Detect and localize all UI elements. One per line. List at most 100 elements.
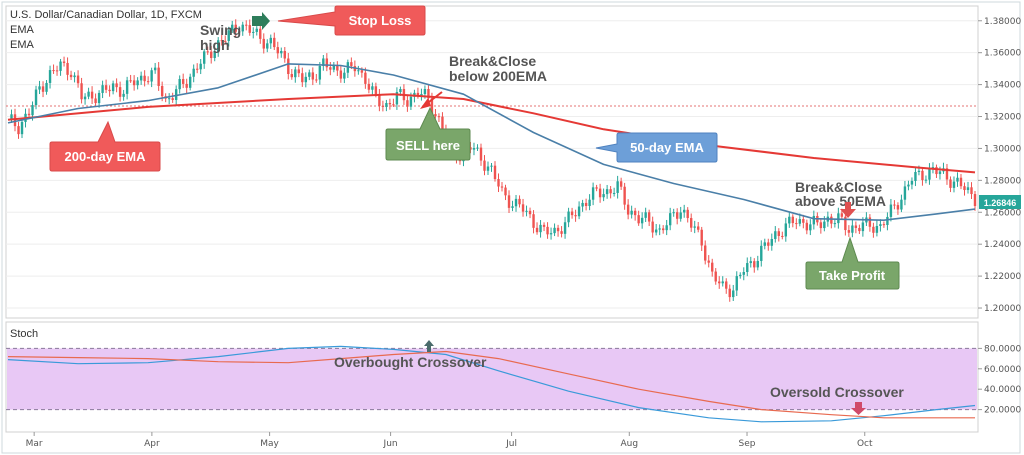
candle-body — [518, 198, 521, 205]
candle-body — [108, 89, 111, 92]
candle-body — [374, 86, 378, 95]
legend-ema-1: EMA — [10, 24, 35, 36]
price-tick-label: 1.26000 — [984, 208, 1021, 218]
candle-body — [970, 187, 973, 195]
candle-body — [269, 37, 272, 44]
candle-body — [199, 63, 202, 70]
candle-body — [718, 281, 721, 284]
candle-body — [746, 263, 749, 273]
candle-body — [896, 205, 900, 210]
take-profit-callout — [805, 236, 900, 290]
candle-body — [966, 187, 970, 191]
candle-body — [357, 70, 360, 72]
candle-body — [332, 65, 336, 70]
candle-body — [38, 86, 41, 90]
candle-body — [20, 121, 24, 135]
x-tick-label: Jul — [505, 439, 517, 449]
candle-body — [416, 92, 420, 96]
candle-body — [118, 87, 122, 97]
candle-body — [430, 98, 434, 115]
sell-here-callout — [385, 106, 471, 161]
candle-body — [472, 148, 476, 150]
candle-body — [504, 187, 507, 196]
stoch-d-line — [7, 350, 975, 419]
candle-body — [837, 213, 840, 224]
price-tick-label: 1.32000 — [984, 113, 1021, 123]
overbought-arrow-icon — [424, 340, 434, 352]
candle-body — [280, 50, 283, 54]
candle-body — [679, 212, 682, 219]
candle-body — [245, 24, 248, 26]
candle-body — [760, 245, 763, 261]
stoch-lines — [7, 345, 976, 423]
candle-body — [132, 80, 136, 86]
candle-body — [914, 172, 917, 181]
candle-body — [539, 224, 542, 233]
candle-body — [423, 89, 427, 95]
candle-body — [59, 61, 62, 71]
candle-body — [238, 31, 241, 33]
candle-body — [339, 70, 343, 79]
stoch-grid — [6, 347, 978, 411]
stoch-k-line — [7, 345, 976, 423]
candle-body — [525, 210, 528, 212]
break-50-label-2: above 50EMA — [795, 193, 886, 209]
candle-body — [658, 228, 661, 230]
candle-body — [262, 38, 265, 49]
candle-body — [167, 98, 171, 100]
candle-body — [325, 58, 329, 68]
candle-body — [297, 69, 301, 74]
x-tick-label: Sep — [739, 439, 756, 449]
candle-body — [336, 65, 339, 71]
candle-body — [188, 76, 192, 88]
candle-body — [31, 105, 34, 116]
candle-body — [146, 81, 150, 83]
candle-body — [195, 68, 199, 70]
candle-body — [287, 58, 290, 75]
candle-body — [17, 126, 20, 135]
candle-body — [812, 215, 816, 225]
take-profit-label: Take Profit — [819, 268, 886, 283]
candle-body — [840, 213, 844, 217]
candle-body — [774, 231, 777, 239]
candle-body — [206, 51, 209, 53]
overbought-label: Overbought Crossover — [334, 354, 487, 370]
candle-body — [640, 217, 644, 224]
candle-body — [623, 186, 626, 205]
candle-body — [203, 51, 206, 64]
break-200-label-1: Break&Close — [449, 53, 536, 69]
candle-body — [371, 86, 374, 90]
candle-body — [630, 210, 633, 215]
candle-body — [767, 242, 770, 246]
ema200-callout — [49, 120, 161, 172]
candle-body — [210, 51, 213, 58]
candle-body — [241, 24, 244, 32]
x-tick-label: Aug — [621, 439, 639, 449]
candle-body — [647, 212, 651, 222]
candle-body — [255, 28, 258, 32]
candle-body — [343, 72, 346, 79]
candle-body — [181, 79, 185, 84]
candle-body — [584, 202, 588, 206]
candle-body — [52, 70, 55, 72]
candle-body — [651, 221, 654, 233]
candle-body — [781, 235, 784, 237]
candle-body — [851, 225, 854, 233]
candle-body — [231, 24, 234, 31]
break-50-arrow-icon — [840, 202, 856, 218]
swing-arrow-icon — [252, 12, 270, 30]
candle-body — [493, 165, 497, 180]
candle-body — [276, 47, 279, 54]
candle-body — [129, 80, 132, 82]
candle-body — [693, 226, 696, 228]
candle-body — [360, 70, 364, 73]
candle-body — [903, 186, 907, 200]
candle-body — [87, 91, 90, 97]
candle-body — [802, 219, 805, 223]
candle-body — [742, 272, 745, 275]
candle-body — [602, 194, 605, 198]
legend-ema-2: EMA — [10, 39, 35, 51]
candle-body — [609, 189, 612, 194]
candle-body — [668, 213, 672, 226]
